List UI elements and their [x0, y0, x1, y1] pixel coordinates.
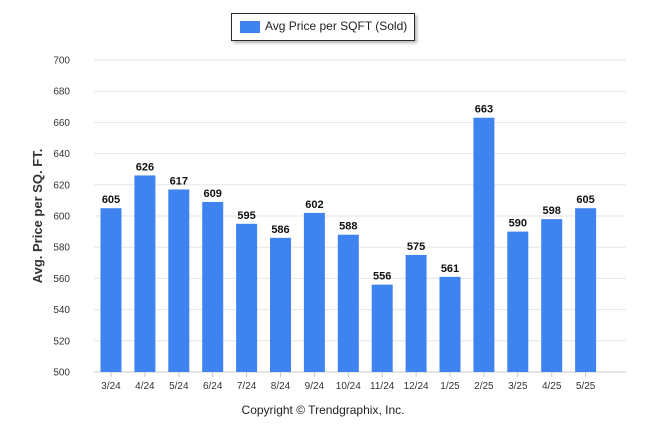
x-tick-label: 10/24: [336, 381, 361, 392]
bar: [371, 284, 393, 372]
x-tick-label: 3/25: [508, 381, 528, 392]
x-tick-label: 5/25: [576, 381, 596, 392]
x-tick-label: 11/24: [370, 381, 395, 392]
bar-value-label: 626: [136, 161, 154, 173]
x-tick-label: 1/25: [440, 381, 460, 392]
x-tick-label: 4/24: [135, 381, 155, 392]
bar: [337, 234, 359, 372]
x-tick-label: 2/25: [474, 381, 494, 392]
y-tick-label: 560: [53, 274, 70, 285]
bar-value-label: 602: [305, 199, 323, 211]
bar: [134, 175, 156, 372]
x-tick-label: 7/24: [237, 381, 257, 392]
bar: [541, 219, 563, 372]
bar-value-label: 556: [373, 271, 391, 283]
bar-value-label: 605: [102, 194, 120, 206]
bar: [507, 231, 529, 372]
bar-value-label: 605: [576, 194, 594, 206]
x-tick-label: 8/24: [271, 381, 291, 392]
y-tick-label: 700: [53, 56, 70, 67]
y-tick-label: 620: [53, 180, 70, 191]
copyright-footer: Copyright © Trendgraphix, Inc.: [241, 403, 405, 417]
y-tick-label: 500: [53, 368, 70, 379]
x-tick-label: 3/24: [101, 381, 121, 392]
bar-value-label: 617: [170, 175, 188, 187]
bar: [439, 276, 461, 372]
bar: [405, 255, 427, 372]
y-tick-label: 600: [53, 212, 70, 223]
x-tick-label: 12/24: [404, 381, 429, 392]
bar: [303, 212, 325, 372]
x-tick-label: 6/24: [203, 381, 223, 392]
bar: [473, 117, 495, 372]
legend-label: Avg Price per SQFT (Sold): [265, 19, 408, 33]
bar: [575, 208, 597, 372]
bar: [236, 223, 258, 372]
bar-value-label: 588: [339, 221, 357, 233]
bar: [202, 201, 224, 372]
x-tick-label: 9/24: [305, 381, 325, 392]
y-axis-title: Avg. Price per SQ. FT.: [30, 149, 45, 284]
bar-value-label: 575: [407, 241, 425, 253]
bar-value-label: 609: [204, 188, 222, 200]
bar-value-label: 595: [237, 210, 255, 222]
y-tick-label: 580: [53, 243, 70, 254]
y-tick-label: 660: [53, 118, 70, 129]
legend: Avg Price per SQFT (Sold): [231, 13, 415, 41]
x-tick-label: 4/25: [542, 381, 562, 392]
y-tick-label: 640: [53, 149, 70, 160]
bar: [100, 208, 122, 372]
bar-value-label: 561: [441, 263, 459, 275]
bar: [168, 189, 190, 372]
legend-swatch: [240, 21, 260, 33]
bar-value-label: 590: [509, 218, 527, 230]
y-tick-label: 680: [53, 87, 70, 98]
bar: [270, 237, 291, 372]
x-tick-label: 5/24: [169, 381, 189, 392]
bar-value-label: 663: [475, 104, 493, 116]
bar-value-label: 586: [271, 224, 289, 236]
bar-value-label: 598: [543, 205, 561, 217]
y-tick-label: 520: [53, 336, 70, 347]
y-tick-label: 540: [53, 305, 70, 316]
